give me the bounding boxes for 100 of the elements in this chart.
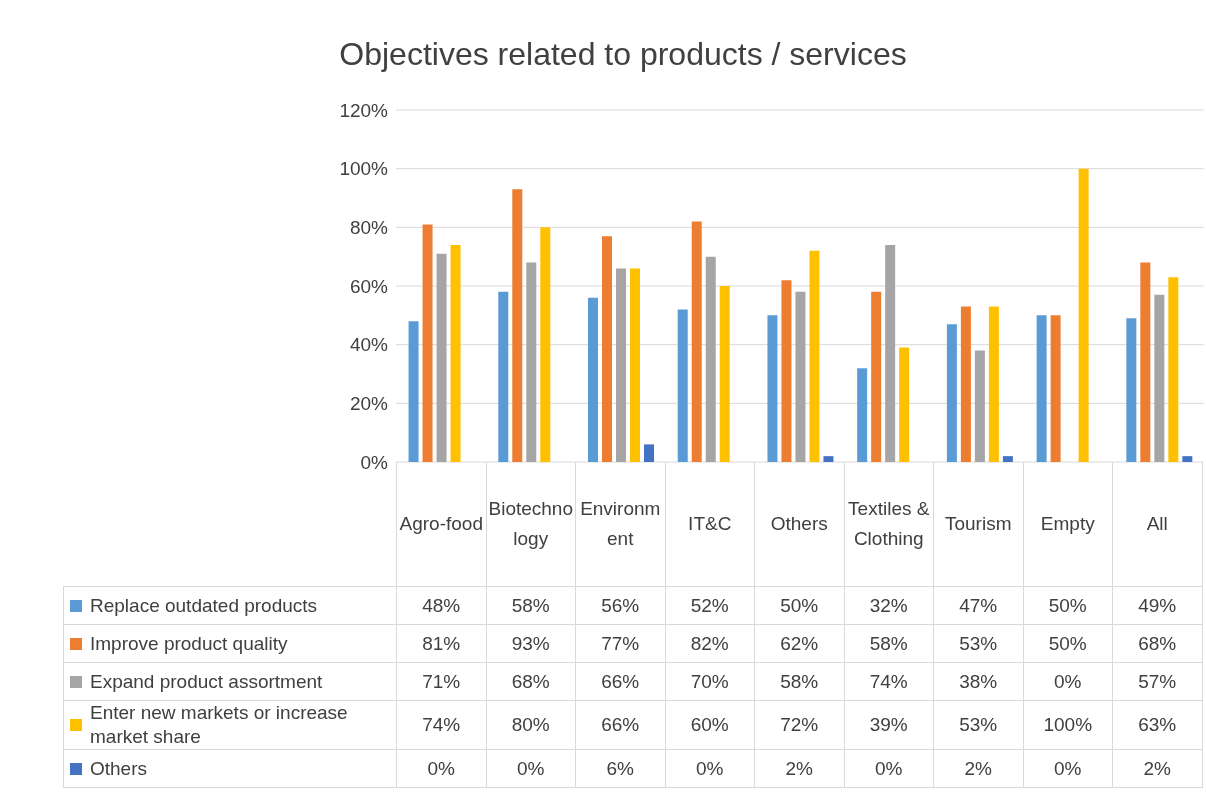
data-label: 93% [486, 624, 576, 663]
bar [767, 315, 778, 462]
x-tick-label: Others [754, 462, 844, 587]
bar [1036, 315, 1047, 462]
bar [526, 262, 537, 462]
data-label: 77% [575, 624, 665, 663]
legend-label: Enter new markets or increase market share [90, 701, 349, 749]
data-label: 68% [486, 662, 576, 701]
legend-label: Improve product quality [90, 631, 289, 656]
legend-label: Others [90, 756, 149, 781]
bar [988, 306, 999, 462]
bar [781, 280, 792, 462]
data-label: 72% [754, 700, 844, 750]
bar [795, 291, 806, 462]
x-tick-label: Empty [1023, 462, 1113, 587]
bar [823, 456, 834, 462]
bar [885, 244, 896, 462]
data-label: 2% [1112, 749, 1202, 788]
data-label: 52% [665, 586, 755, 625]
legend-label: Replace outdated products [90, 593, 319, 618]
data-label: 50% [1023, 586, 1113, 625]
data-label: 49% [1112, 586, 1202, 625]
y-tick-label: 40% [349, 334, 389, 356]
data-label: 53% [933, 624, 1023, 663]
y-tick-label: 100% [339, 158, 389, 180]
legend-label: Expand product assortment [90, 669, 324, 694]
data-label: 0% [486, 749, 576, 788]
bar [1002, 456, 1013, 462]
data-label: 2% [933, 749, 1023, 788]
bar [422, 224, 433, 462]
data-label: 0% [665, 749, 755, 788]
data-label: 0% [1023, 749, 1113, 788]
data-label: 70% [665, 662, 755, 701]
bar [540, 227, 551, 462]
bar [857, 368, 868, 462]
data-label: 50% [754, 586, 844, 625]
y-tick-label: 60% [349, 275, 389, 297]
bar [436, 253, 447, 462]
data-label: 82% [665, 624, 755, 663]
x-tick-label: Biotechnology [486, 462, 576, 587]
bar [1140, 262, 1151, 462]
x-tick-label: All [1112, 462, 1202, 587]
bar [1126, 318, 1137, 462]
bar [512, 189, 523, 462]
data-label: 47% [933, 586, 1023, 625]
data-label: 62% [754, 624, 844, 663]
bar [602, 236, 613, 462]
bar [705, 256, 716, 462]
bar [408, 321, 419, 462]
bar [677, 309, 688, 462]
bar [1050, 315, 1061, 462]
data-label: 74% [844, 662, 934, 701]
bar [1154, 294, 1165, 462]
data-label: 38% [933, 662, 1023, 701]
bar [616, 268, 627, 462]
data-label: 80% [486, 700, 576, 750]
data-label: 58% [486, 586, 576, 625]
bar [691, 221, 702, 462]
x-tick-label: Tourism [933, 462, 1023, 587]
bar [644, 444, 655, 462]
data-label: 100% [1023, 700, 1113, 750]
data-label: 60% [665, 700, 755, 750]
data-label: 0% [396, 749, 486, 788]
x-tick-label: Agro-food [396, 462, 486, 587]
y-tick-label: 120% [339, 99, 389, 121]
data-label: 71% [396, 662, 486, 701]
data-label: 53% [933, 700, 1023, 750]
bar [899, 347, 910, 462]
bar [946, 324, 957, 462]
x-tick-label: IT&C [665, 462, 755, 587]
bar [588, 297, 599, 462]
data-label: 0% [844, 749, 934, 788]
bar [960, 306, 971, 462]
x-tick-label: Environment [575, 462, 665, 587]
data-label: 58% [754, 662, 844, 701]
bar [498, 291, 509, 462]
data-label: 63% [1112, 700, 1202, 750]
bar [1078, 168, 1089, 462]
bar [1168, 277, 1179, 462]
data-label: 39% [844, 700, 934, 750]
data-label: 0% [1023, 662, 1113, 701]
bar [1182, 456, 1193, 462]
y-tick-label: 80% [349, 217, 389, 239]
data-label: 32% [844, 586, 934, 625]
data-label: 58% [844, 624, 934, 663]
data-label: 48% [396, 586, 486, 625]
y-tick-label: 20% [349, 393, 389, 415]
x-tick-label: Textiles & Clothing [844, 462, 934, 587]
data-label: 56% [575, 586, 665, 625]
bar [719, 286, 730, 462]
bar [450, 244, 461, 462]
data-label: 2% [754, 749, 844, 788]
bar [974, 350, 985, 462]
bar [871, 291, 882, 462]
chart-title: Objectives related to products / services [338, 36, 908, 73]
data-label: 81% [396, 624, 486, 663]
data-label: 66% [575, 662, 665, 701]
data-label: 6% [575, 749, 665, 788]
data-label: 74% [396, 700, 486, 750]
data-label: 57% [1112, 662, 1202, 701]
